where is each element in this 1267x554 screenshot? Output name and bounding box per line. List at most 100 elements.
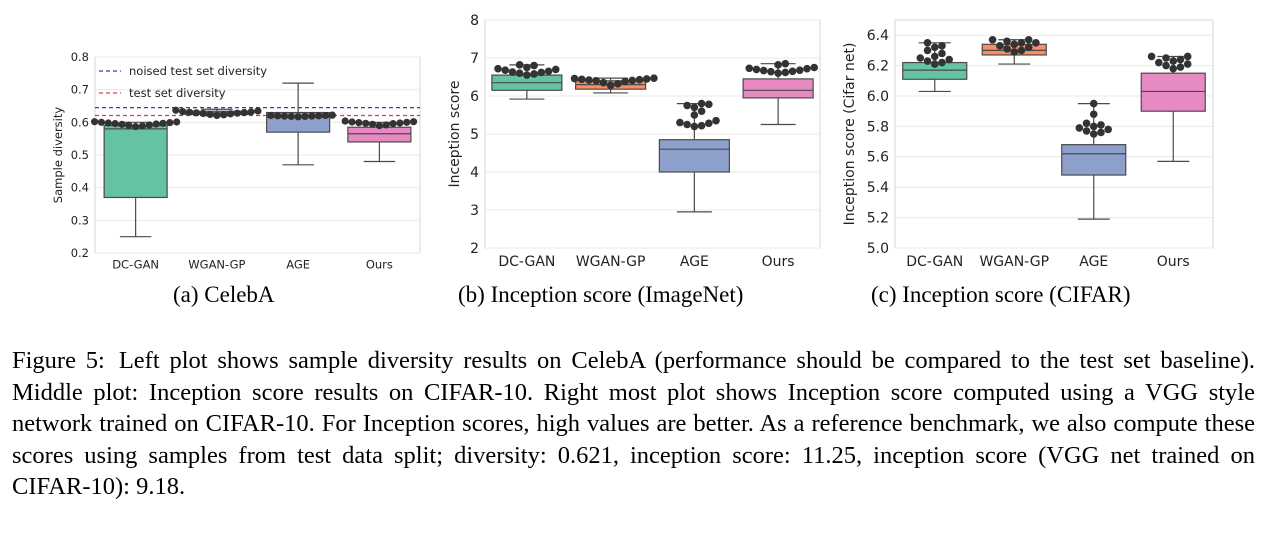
chart-cifar: 5.0 5.2 5.4 5.6 5.8 6.0 6.2 6.4 Inception score … [842, 19, 1214, 270]
y-tick-label: 5.6 [867, 150, 889, 166]
data-point [125, 121, 133, 129]
panel-cifar: 5.0 5.2 5.4 5.6 5.8 6.0 6.2 6.4 Inception score … [840, 0, 1267, 290]
box-age [658, 139, 730, 173]
data-point [930, 52, 939, 61]
data-point [355, 119, 363, 127]
data-point [551, 65, 560, 74]
x-tick-label: Ours [366, 258, 393, 272]
subcaption-a: (a) CelebA [173, 282, 275, 307]
data-point [213, 111, 221, 120]
data-point [104, 119, 112, 127]
y-axis-label: Inception score [447, 80, 463, 187]
figure-caption: Figure 5: Left plot shows sample diversit… [12, 345, 1255, 503]
data-point [930, 43, 939, 52]
data-point [1082, 127, 1091, 135]
data-point [1032, 39, 1040, 47]
x-tick-label: DC-GAN [906, 254, 963, 270]
y-tick-label: 0.8 [71, 50, 89, 64]
subcaption-c: (c) Inception score (CIFAR) [871, 282, 1131, 307]
data-point [1162, 54, 1170, 62]
y-tick-label: 5.2 [867, 211, 889, 227]
data-point [577, 75, 586, 84]
data-point [341, 117, 349, 125]
data-point [348, 118, 356, 126]
box-age [1061, 144, 1127, 176]
data-point [1010, 40, 1019, 49]
data-point [923, 46, 932, 55]
data-point [294, 113, 302, 121]
data-point [690, 111, 699, 119]
box-ours [1140, 72, 1206, 112]
y-tick-label: 0.3 [71, 213, 89, 227]
data-point [97, 118, 106, 126]
y-tick-label: 5 [470, 127, 479, 143]
legend-label: test set diversity [129, 86, 226, 100]
data-point [118, 120, 126, 128]
x-tick-label: AGE [1079, 254, 1108, 270]
data-point [132, 122, 140, 131]
data-point [988, 35, 997, 44]
data-point [628, 76, 637, 85]
panel-imagenet: 2 3 4 5 6 7 8 Inception score DC-GAN WGAN-GP AGE Ou… [425, 0, 840, 290]
data-point [996, 42, 1004, 50]
data-point [515, 69, 524, 77]
box-ours [742, 78, 814, 99]
data-point [570, 74, 579, 83]
data-point [923, 57, 932, 65]
data-point [745, 64, 754, 73]
data-point [1169, 64, 1178, 73]
y-axis-label: Inception score (Cifar net) [842, 43, 858, 226]
data-point [375, 122, 383, 130]
data-point [705, 119, 713, 128]
data-point [138, 122, 147, 130]
data-point [1176, 63, 1185, 71]
data-point [90, 118, 99, 126]
data-point [1024, 35, 1033, 44]
data-point [530, 61, 538, 70]
data-point [389, 120, 397, 128]
x-tick-label: WGAN-GP [188, 258, 245, 272]
data-point [1003, 37, 1011, 46]
data-point [781, 59, 790, 68]
subcaption-b: (b) Inception score (ImageNet) [458, 282, 744, 307]
data-point [501, 66, 510, 74]
data-point [226, 110, 235, 118]
data-point [328, 111, 336, 119]
data-point [642, 75, 651, 83]
data-point [683, 120, 691, 129]
x-tick-label: WGAN-GP [576, 254, 646, 270]
data-point [774, 61, 782, 69]
data-point [1010, 48, 1019, 56]
data-point [403, 118, 411, 126]
data-point [515, 61, 524, 69]
data-point [916, 54, 925, 62]
data-point [199, 109, 207, 118]
panel-celeba: 0.2 0.3 0.4 0.5 0.6 0.7 0.8 Sample diversity noi… [0, 0, 425, 290]
data-point [494, 64, 502, 73]
data-point [1104, 125, 1112, 134]
data-point [938, 42, 946, 50]
caption-text: Left plot shows sample diversity results… [12, 347, 1255, 500]
data-point [173, 118, 181, 126]
data-point [650, 74, 658, 82]
data-point [315, 112, 323, 120]
data-point [752, 65, 761, 74]
data-point [508, 68, 517, 76]
data-point [690, 103, 699, 112]
data-point [1075, 124, 1084, 132]
data-point [537, 68, 546, 77]
data-point [938, 58, 946, 67]
y-tick-label: 5.4 [867, 180, 889, 196]
y-tick-label: 6.0 [867, 89, 889, 105]
data-point [690, 122, 699, 131]
data-point [1082, 119, 1091, 128]
y-tick-label: 0.4 [71, 181, 89, 195]
chart-imagenet: 2 3 4 5 6 7 8 Inception score DC-GAN WGAN-GP AGE Ou… [447, 13, 821, 270]
y-tick-label: 6 [470, 89, 479, 105]
data-point [308, 112, 316, 120]
data-point [795, 66, 804, 74]
y-tick-label: 0.5 [71, 148, 89, 162]
data-point [1097, 128, 1105, 137]
y-tick-label: 4 [470, 165, 479, 181]
data-point [254, 107, 262, 115]
